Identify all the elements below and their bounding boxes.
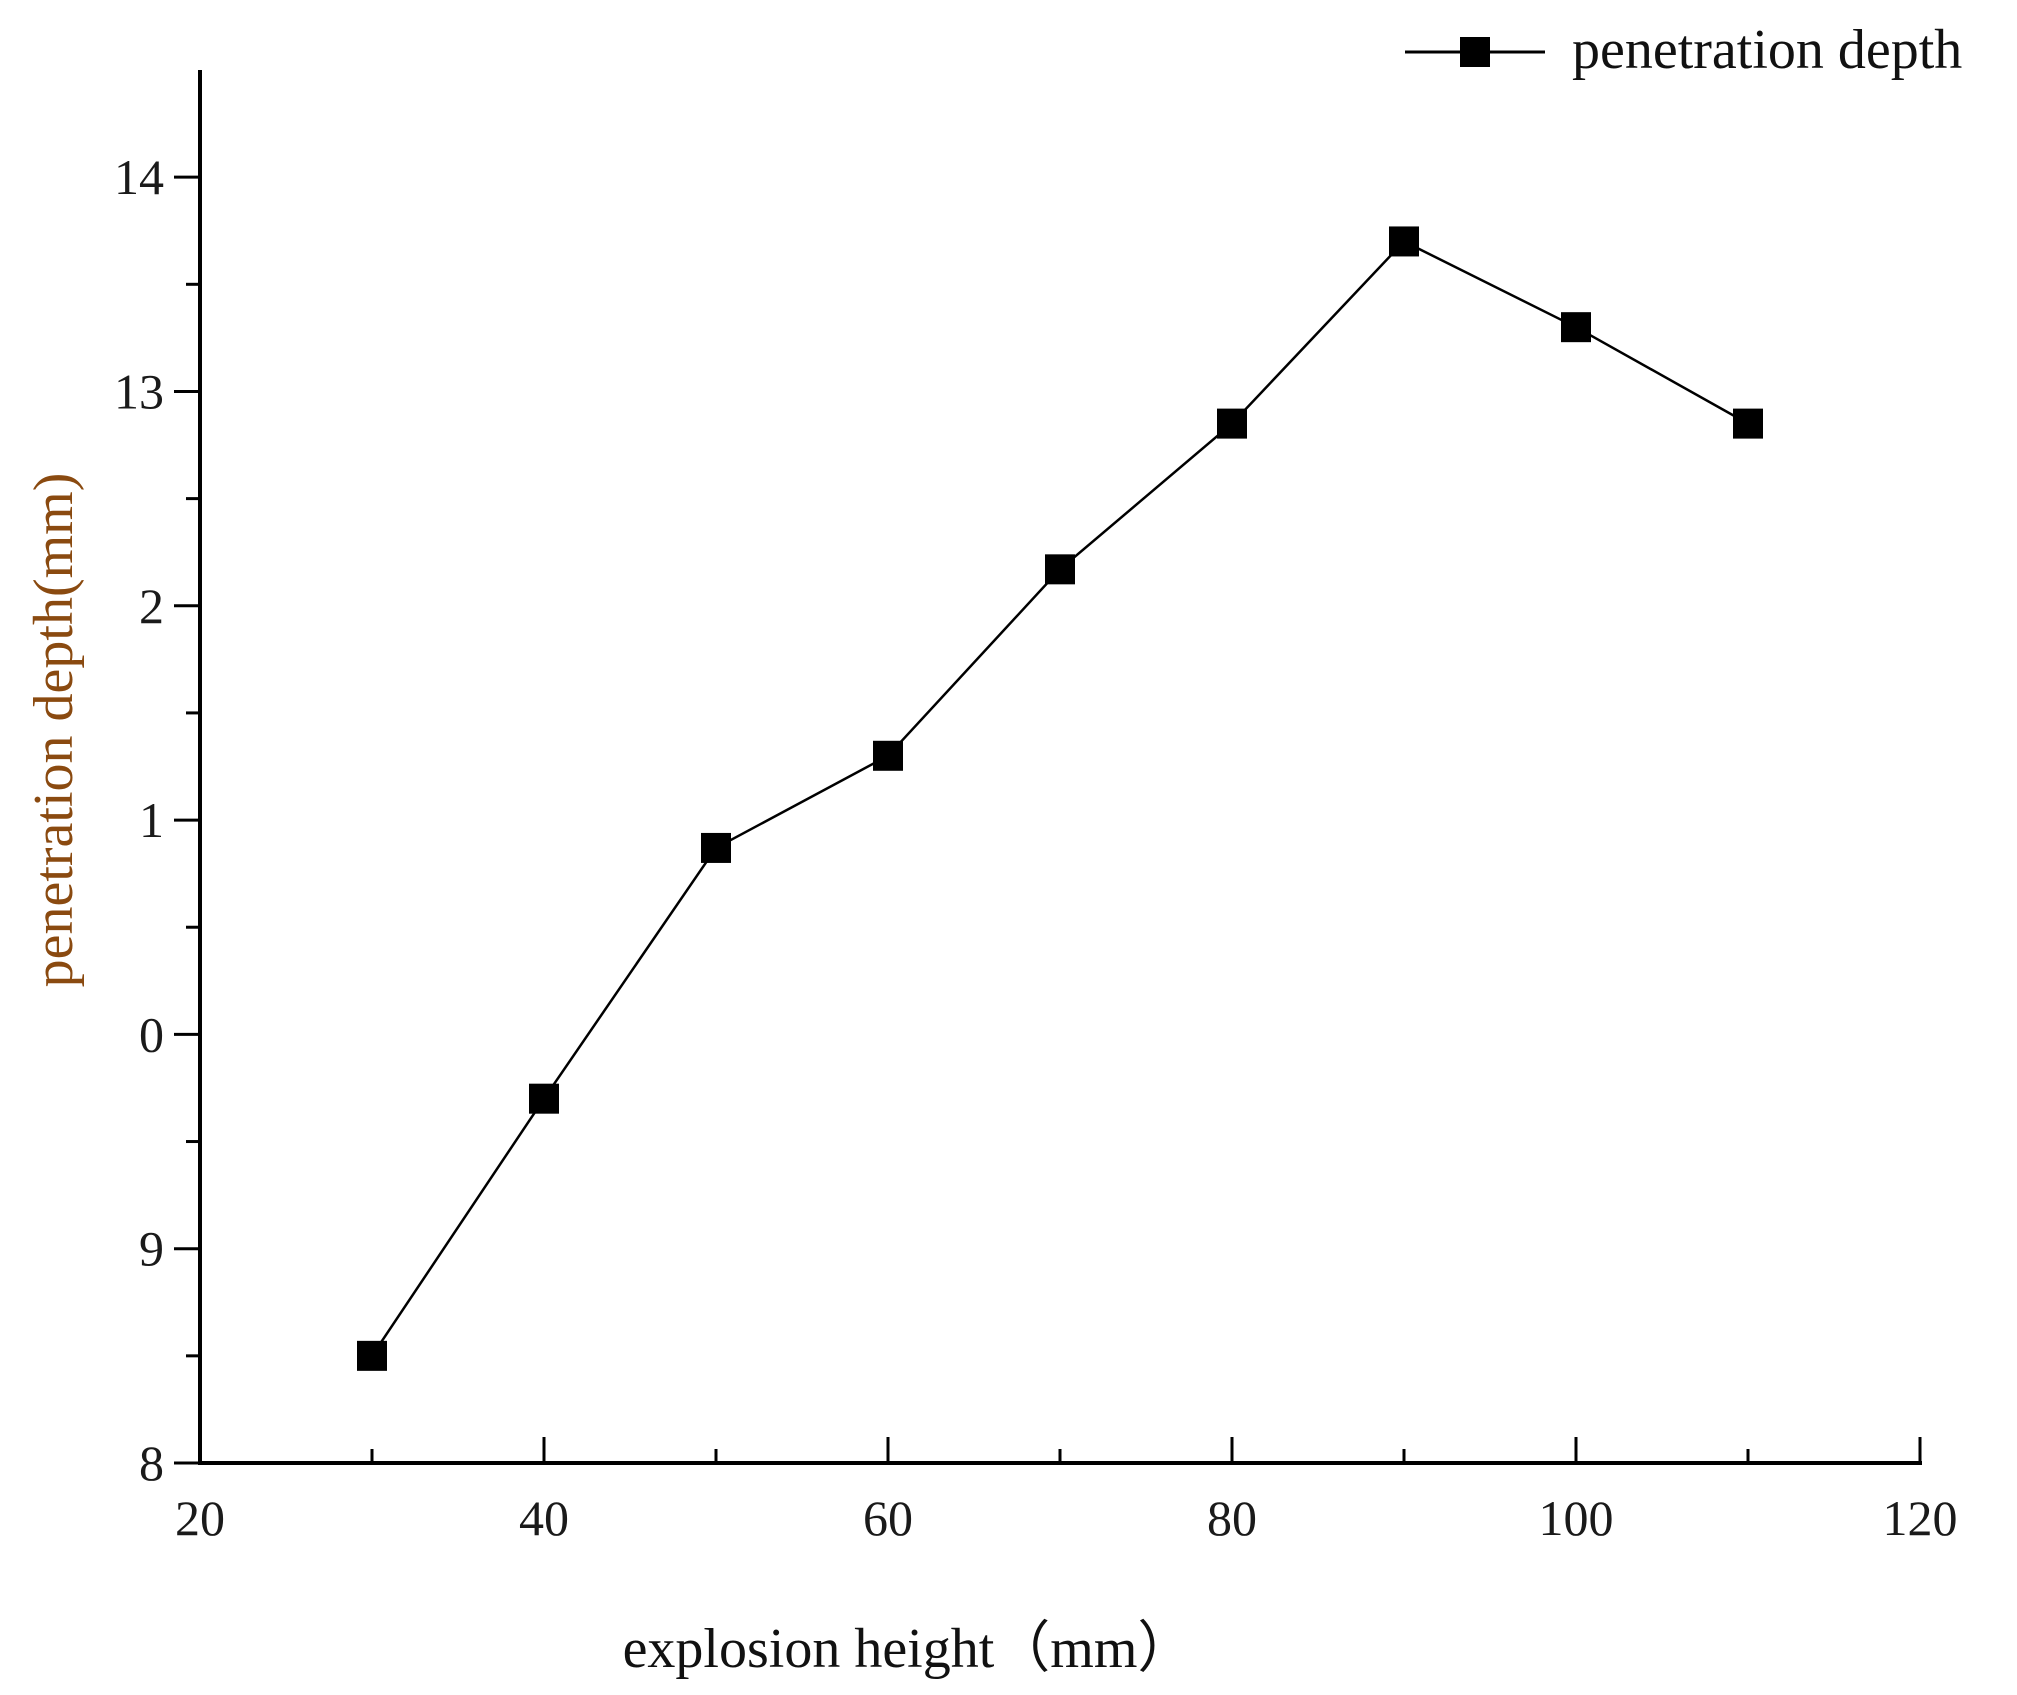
data-point bbox=[357, 1340, 387, 1371]
y-tick-label: 13 bbox=[114, 363, 164, 419]
legend-label: penetration depth bbox=[1572, 19, 1962, 81]
x-axis-title: explosion height（mm） bbox=[623, 1618, 1194, 1680]
y-tick-label: 14 bbox=[114, 149, 164, 205]
axes bbox=[198, 70, 1922, 1465]
x-tick-label: 20 bbox=[175, 1490, 225, 1546]
y-axis-title: penetration depth(mm) bbox=[23, 473, 85, 988]
data-point bbox=[1733, 408, 1763, 439]
x-tick-label: 120 bbox=[1883, 1490, 1958, 1546]
series-line bbox=[370, 239, 1749, 1357]
x-tick-label: 60 bbox=[863, 1490, 913, 1546]
data-point bbox=[1389, 226, 1419, 257]
data-point bbox=[529, 1083, 559, 1114]
legend: penetration depth bbox=[1405, 19, 1962, 81]
data-point bbox=[1045, 554, 1075, 585]
data-point bbox=[1217, 408, 1247, 439]
series bbox=[357, 226, 1763, 1371]
data-point bbox=[873, 740, 903, 771]
x-tick-label: 40 bbox=[519, 1490, 569, 1546]
y-tick-label: 8 bbox=[139, 1435, 164, 1491]
y-tick-label: 0 bbox=[139, 1006, 164, 1062]
y-tick-label: 9 bbox=[139, 1221, 164, 1277]
legend-marker bbox=[1460, 37, 1490, 67]
data-point bbox=[701, 832, 731, 863]
data-point bbox=[1561, 312, 1591, 343]
y-tick-label: 1 bbox=[139, 792, 164, 848]
y-tick-label: 2 bbox=[139, 578, 164, 634]
x-tick-label: 80 bbox=[1207, 1490, 1257, 1546]
x-tick-label: 100 bbox=[1539, 1490, 1614, 1546]
